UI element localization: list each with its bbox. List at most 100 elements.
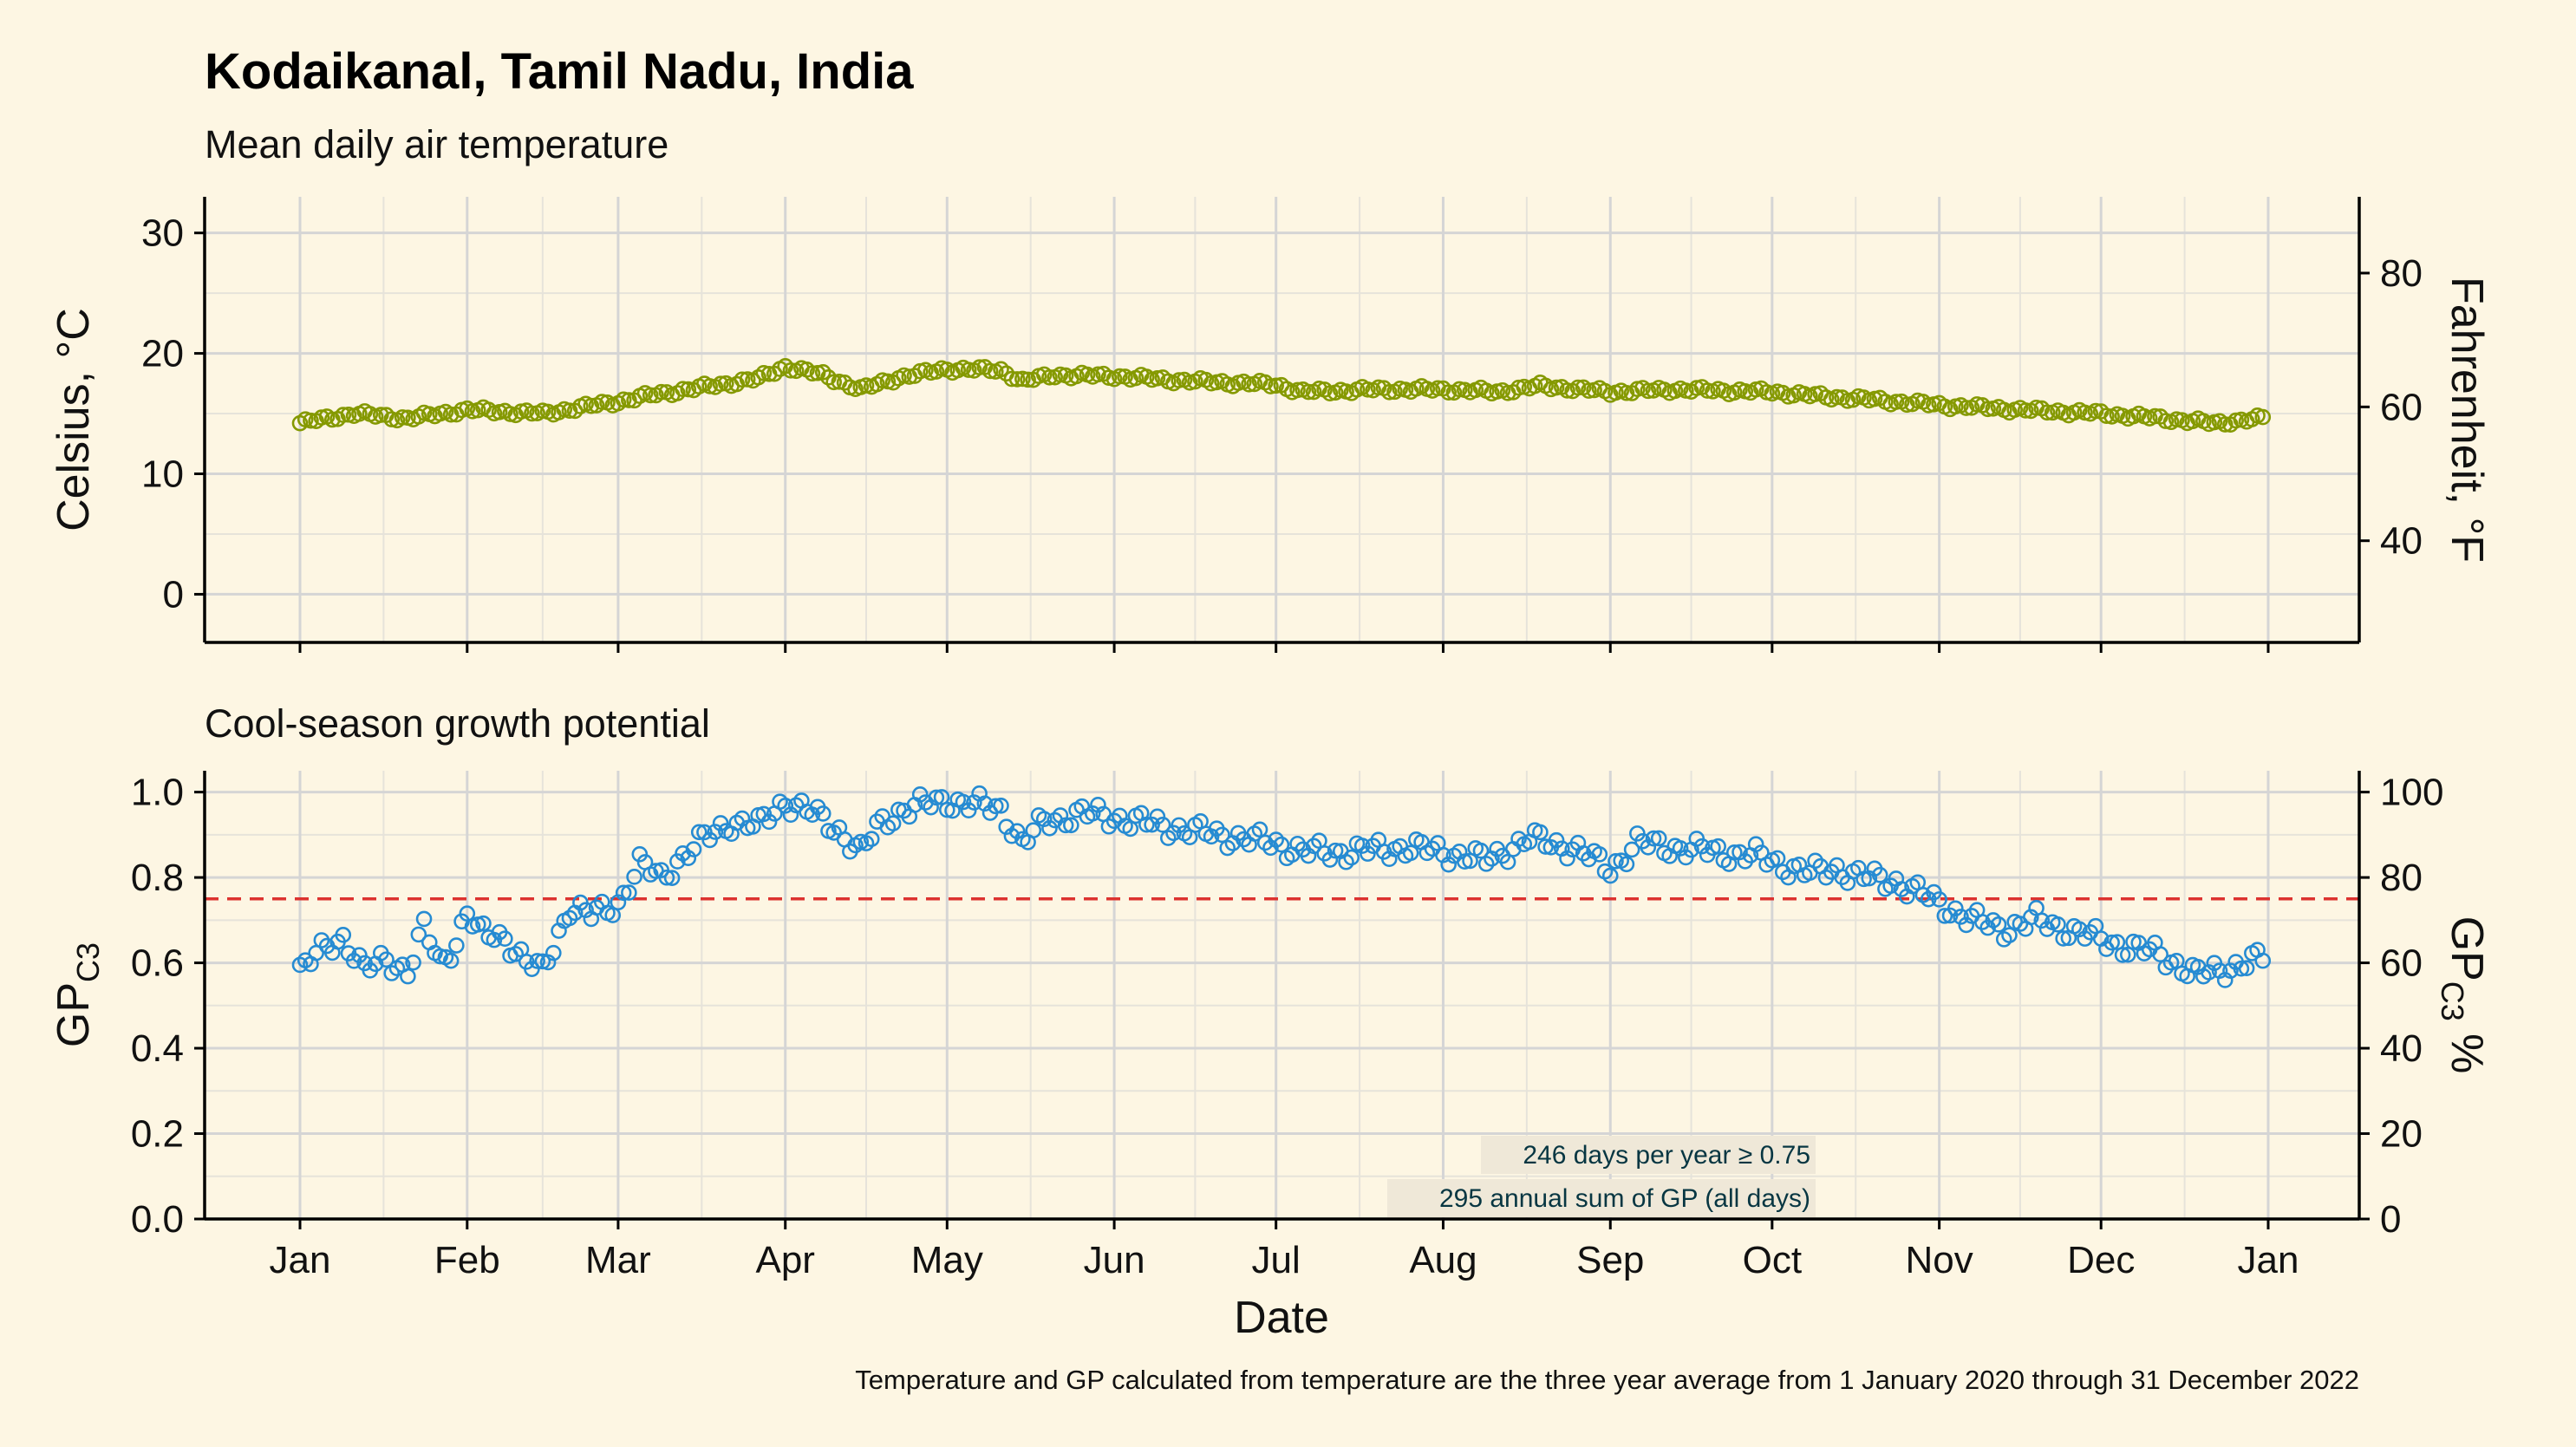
- temperature-data-point: [675, 381, 691, 398]
- temperature-data-point: [1440, 384, 1457, 401]
- x-tick-label: Aug: [1409, 1239, 1477, 1281]
- gp-data-point: [1219, 839, 1236, 857]
- gp-data-point: [1731, 844, 1748, 861]
- gp-data-point: [2055, 930, 2071, 947]
- gp-data-point: [993, 797, 1009, 814]
- temperature-data-point: [1090, 366, 1106, 383]
- gp-data-point: [1440, 856, 1457, 873]
- gp-data-point: [1672, 840, 1689, 857]
- gp-data-point: [663, 870, 681, 886]
- temperature-data-point: [1829, 388, 1845, 406]
- temperature-data-point: [583, 397, 600, 414]
- gp-data-point: [400, 968, 416, 985]
- temperature-data-point: [712, 375, 729, 393]
- temperature-data-point: [1268, 377, 1284, 394]
- gp-data-point: [1008, 823, 1026, 839]
- temperature-data-point: [1262, 378, 1279, 394]
- temperature-y-right-axis-label: Fahrenheit, °F: [2442, 277, 2492, 563]
- temperature-data-point: [303, 412, 319, 429]
- x-tick-label: Dec: [2067, 1239, 2135, 1281]
- temperature-data-point: [2098, 407, 2115, 424]
- temperature-data-point: [1899, 396, 1915, 414]
- temperature-data-point: [524, 405, 540, 422]
- gp-data-point: [998, 818, 1015, 836]
- chart-title: Kodaikanal, Tamil Nadu, India: [205, 43, 914, 100]
- gp-data-point: [911, 785, 929, 803]
- temperature-data-point: [313, 409, 330, 426]
- temperature-data-point: [1920, 397, 1937, 414]
- temperature-data-point: [2254, 408, 2272, 426]
- temperature-data-point: [1289, 381, 1306, 399]
- temperature-data-point: [782, 362, 799, 379]
- gp-data-point: [2254, 952, 2272, 969]
- gp-data-point: [534, 953, 551, 970]
- gp-data-point: [669, 853, 686, 870]
- x-tick-label: Jun: [1084, 1239, 1145, 1281]
- gp-data-point: [335, 927, 352, 943]
- gp-data-point: [1262, 839, 1279, 857]
- temperature-data-point: [1699, 382, 1716, 399]
- gp-y-right-tick-label: 20: [2380, 1113, 2423, 1156]
- temperature-data-point: [755, 364, 773, 381]
- gp-data-point: [2033, 912, 2051, 929]
- gp-data-point: [1100, 818, 1118, 835]
- temperature-data-point: [734, 371, 751, 388]
- gp-data-point: [1871, 866, 1888, 883]
- temperature-y-tick-label: 20: [141, 333, 184, 375]
- gp-data-point: [1640, 838, 1657, 856]
- gp-data-point: [577, 902, 594, 918]
- gp-data-point: [1122, 820, 1139, 838]
- gp-data-point: [2103, 934, 2120, 951]
- gp-data-point: [760, 813, 778, 831]
- gp-data-point: [529, 953, 545, 969]
- gp-data-point: [410, 926, 427, 943]
- temperature-data-point: [1581, 382, 1597, 399]
- gp-data-point: [1650, 830, 1667, 847]
- gp-data-point: [1457, 853, 1473, 870]
- gp-y-tick-label: 0.2: [131, 1113, 184, 1156]
- gp-data-point: [1402, 844, 1419, 862]
- gp-data-point: [1947, 900, 1964, 917]
- temperature-data-point: [1380, 383, 1398, 401]
- gp-data-point: [1273, 836, 1290, 853]
- temperature-data-point: [1618, 384, 1635, 401]
- temperature-data-point: [1510, 379, 1527, 396]
- gp-data-point: [814, 805, 831, 822]
- temperature-data-point: [1171, 372, 1188, 388]
- temperature-y-right-tick-label: 60: [2380, 386, 2423, 428]
- gp-data-point: [1726, 844, 1743, 861]
- temperature-y-right-tick-label: 40: [2380, 520, 2423, 563]
- temperature-data-point: [971, 359, 988, 375]
- temperature-data-point: [642, 387, 659, 404]
- temperature-data-point: [804, 365, 821, 382]
- temperature-data-point: [621, 392, 637, 408]
- gp-data-point: [1623, 841, 1640, 858]
- gp-data-point: [707, 824, 724, 840]
- temperature-data-point: [2216, 416, 2234, 433]
- gp-data-point: [2238, 960, 2255, 977]
- gp-data-point: [1214, 826, 1230, 844]
- temperature-data-point: [394, 409, 411, 426]
- gp-data-point: [378, 951, 395, 968]
- gp-data-point: [1548, 831, 1565, 849]
- temperature-data-point: [1003, 370, 1021, 388]
- gp-data-point: [442, 952, 460, 969]
- gp-data-point: [1807, 852, 1823, 870]
- temperature-data-point: [1008, 371, 1026, 388]
- gp-data-point: [2050, 916, 2066, 933]
- temperature-y-right-tick-label: 80: [2380, 252, 2423, 295]
- temperature-y-tick-label: 0: [163, 573, 184, 616]
- gp-data-point: [631, 845, 649, 863]
- temperature-data-point: [1807, 386, 1823, 402]
- temperature-data-point: [2227, 412, 2244, 429]
- gp-data-point: [939, 801, 955, 818]
- gp-data-point: [1149, 808, 1166, 825]
- temperature-data-point: [766, 365, 783, 382]
- temperature-subtitle: Mean daily air temperature: [205, 122, 668, 166]
- gp-data-point: [1343, 849, 1360, 866]
- gp-data-point: [1041, 820, 1058, 837]
- gp-data-point: [1608, 853, 1624, 870]
- gp-data-point: [405, 954, 421, 971]
- gp-data-point: [690, 824, 708, 841]
- gp-y-right-tick-label: 0: [2380, 1198, 2401, 1241]
